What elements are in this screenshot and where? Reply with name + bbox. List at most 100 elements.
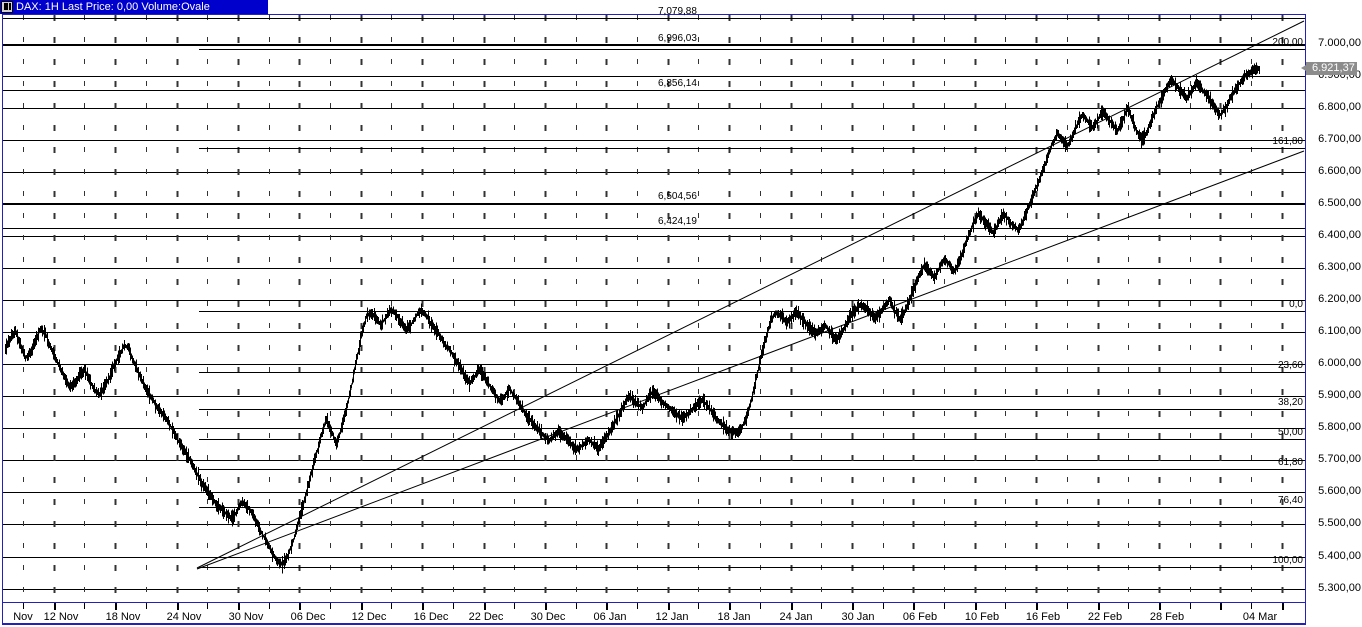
date-tick (269, 603, 270, 609)
price-axis-label: 7.000,00 (1318, 36, 1361, 49)
date-tick (330, 603, 331, 609)
price-axis-label: 6.300,00 (1318, 261, 1361, 274)
window-icon[interactable] (1, 1, 13, 13)
price-line-label: 6,996,03 (658, 33, 697, 45)
date-tick (453, 603, 454, 609)
date-tick (1098, 603, 1100, 610)
date-axis-label: 06 Dec (290, 611, 326, 623)
price-plot[interactable] (3, 15, 1305, 602)
date-tick-row (3, 603, 1305, 610)
date-tick (760, 603, 761, 609)
chart-frame[interactable]: 200,00 161,80 0,0 23,60 38,20 50,00 61,80 76,40… (2, 7, 1306, 603)
current-price-marker: 6.921,37 (1301, 62, 1357, 76)
date-tick (238, 603, 240, 610)
price-axis-label: 5.900,00 (1318, 389, 1361, 402)
date-tick (177, 603, 179, 610)
date-tick (852, 603, 854, 610)
price-axis-label: 6.200,00 (1318, 293, 1361, 306)
date-axis-label: 12 Dec (351, 611, 387, 623)
date-axis-label: 22 Feb (1087, 611, 1123, 623)
date-tick (84, 603, 85, 609)
date-tick (883, 603, 884, 609)
date-tick (1190, 603, 1191, 609)
date-tick (545, 603, 547, 610)
fibonacci-level-label: 100,00 (1272, 554, 1303, 566)
date-axis-label: 24 Nov (166, 611, 202, 623)
date-tick (1005, 603, 1006, 609)
date-axis-label: 30 Nov (228, 611, 264, 623)
date-axis-label: 04 Mar (1242, 611, 1278, 623)
date-axis-label: 16 Dec (413, 611, 449, 623)
price-axis-label: 5.600,00 (1318, 485, 1361, 498)
fibonacci-level-label: 161,80 (1272, 135, 1303, 147)
date-axis-label: 16 Feb (1025, 611, 1061, 623)
date-axis-label: 06 Jan (593, 611, 627, 623)
date-tick (637, 603, 638, 609)
date-tick (391, 603, 392, 609)
price-axis-label: 5.300,00 (1318, 581, 1361, 594)
date-axis-label: 10 Feb (964, 611, 1000, 623)
date-tick (115, 603, 117, 610)
date-axis-label: 28 Feb (1149, 611, 1185, 623)
fibonacci-level-label: 38,20 (1277, 397, 1303, 409)
lower-trendline (196, 150, 1305, 570)
price-line-label: 6,424,19 (658, 216, 697, 228)
date-tick (975, 603, 977, 610)
price-axis-label: 5.400,00 (1318, 549, 1361, 562)
date-tick (146, 603, 147, 609)
price-axis-label: 6.000,00 (1318, 357, 1361, 370)
date-axis-label: 06 Feb (902, 611, 938, 623)
fibonacci-level-label: 23,60 (1277, 359, 1303, 371)
date-axis[interactable]: Nov 12 Nov 18 Nov 24 Nov 30 Nov 06 Dec 12 Dec 1… (2, 603, 1306, 625)
date-tick (668, 603, 670, 610)
date-tick (1067, 603, 1068, 609)
date-tick (514, 603, 515, 609)
price-series (5, 62, 1260, 574)
window-titlebar[interactable]: DAX: 1H Last Price: 0,00 Volume:Ovale (0, 0, 268, 14)
price-axis-label: 6.700,00 (1318, 132, 1361, 145)
date-tick (791, 603, 793, 610)
fibonacci-level-label: 76,40 (1277, 494, 1303, 506)
date-tick (299, 603, 301, 610)
window-title: DAX: 1H Last Price: 0,00 Volume:Ovale (16, 1, 210, 13)
date-axis-label: 30 Dec (530, 611, 566, 623)
date-axis-label: Nov (13, 611, 33, 623)
plot-canvas (3, 15, 1305, 602)
date-axis-label: 24 Jan (779, 611, 813, 623)
price-axis-label: 6.100,00 (1318, 325, 1361, 338)
date-tick (1251, 603, 1252, 609)
price-line-label: 6,504,56 (658, 190, 697, 202)
date-axis-label: 18 Jan (717, 611, 751, 623)
price-axis-label: 6.500,00 (1318, 197, 1361, 210)
date-tick (54, 603, 56, 610)
date-tick (1128, 603, 1129, 609)
date-tick (729, 603, 731, 610)
date-axis-label: 22 Dec (468, 611, 504, 623)
date-axis-label: 12 Nov (43, 611, 79, 623)
date-axis-label: 12 Jan (655, 611, 689, 623)
date-tick (576, 603, 577, 609)
date-tick (1159, 603, 1161, 610)
price-axis-label: 5.700,00 (1318, 453, 1361, 466)
date-tick (484, 603, 486, 610)
fibonacci-level-label: 200,00 (1272, 36, 1303, 48)
date-tick (821, 603, 822, 609)
date-tick (23, 603, 24, 609)
fibonacci-level-label: 50,00 (1277, 427, 1303, 439)
fibonacci-level-label: 61,80 (1277, 457, 1303, 469)
date-tick (207, 603, 208, 609)
price-axis-label: 5.500,00 (1318, 517, 1361, 530)
date-tick (944, 603, 945, 609)
fibonacci-level-label: 0,0 (1289, 298, 1303, 310)
price-line-label: 7,079,88 (658, 6, 697, 18)
upper-trendline (196, 20, 1305, 569)
date-tick (1220, 603, 1222, 610)
price-axis-label: 6.600,00 (1318, 165, 1361, 177)
date-axis-label: 30 Jan (841, 611, 875, 623)
price-axis[interactable]: 7.000,006.900,006.800,006.700,006.600,00… (1301, 14, 1362, 603)
date-tick (698, 603, 699, 609)
date-tick (913, 603, 915, 610)
date-tick (361, 603, 363, 610)
date-tick (1036, 603, 1038, 610)
